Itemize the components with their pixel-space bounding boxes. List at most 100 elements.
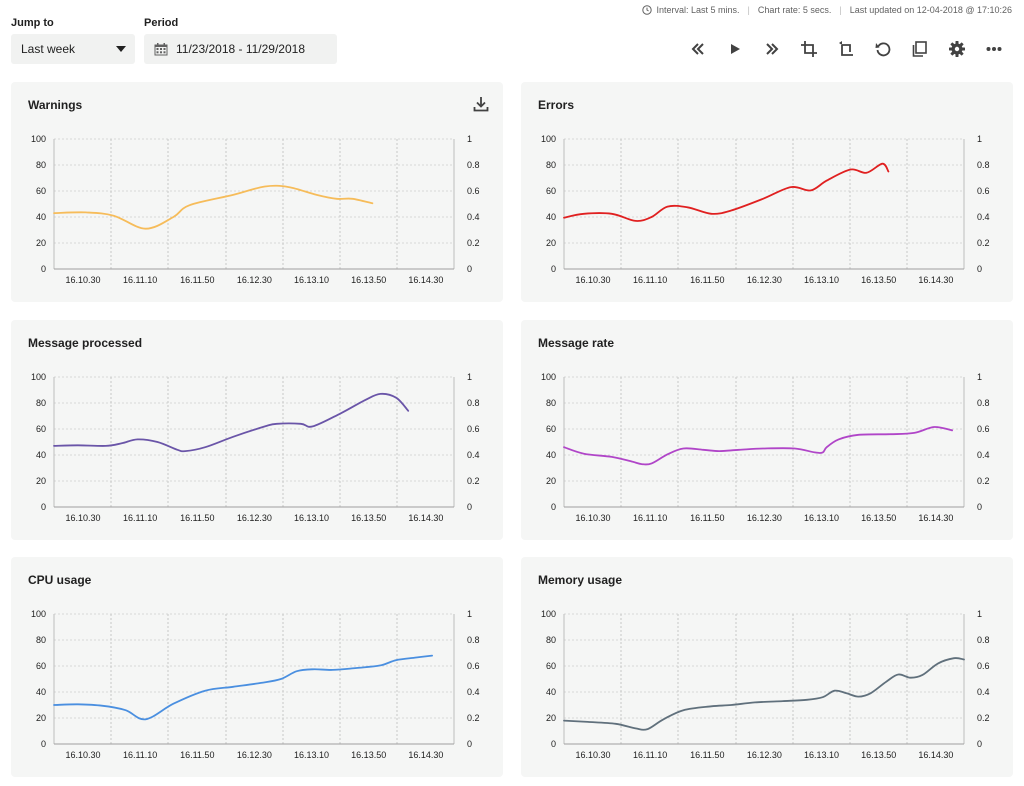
y-tick-label-right: 0.8 xyxy=(467,635,480,645)
caret-down-icon xyxy=(116,46,126,52)
x-tick-label: 16.14.30 xyxy=(918,513,953,523)
y-tick-label-left: 100 xyxy=(31,372,46,382)
y-tick-label-left: 0 xyxy=(41,739,46,749)
x-tick-label: 16.13.10 xyxy=(294,750,329,760)
x-tick-label: 16.11.10 xyxy=(633,513,667,523)
y-tick-label-right: 0.4 xyxy=(467,450,480,460)
x-tick-label: 16.11.50 xyxy=(180,513,214,523)
y-tick-label-left: 0 xyxy=(41,502,46,512)
gear-icon xyxy=(948,41,965,57)
message-rate-chart: 100 1 80 0.8 60 0.6 40 0.4 20 0.2 0 0 16.10.30 16.11.… xyxy=(541,372,990,523)
x-tick-label: 16.14.30 xyxy=(918,275,953,285)
y-tick-label-right: 1 xyxy=(977,134,982,144)
y-tick-label-left: 80 xyxy=(546,635,556,645)
y-tick-label-right: 0.6 xyxy=(977,661,990,671)
y-tick-label-left: 40 xyxy=(36,450,46,460)
rewind-button[interactable] xyxy=(679,38,716,60)
more-button[interactable] xyxy=(975,38,1012,60)
period-value: 11/23/2018 - 11/29/2018 xyxy=(176,42,305,56)
y-tick-label-left: 100 xyxy=(541,609,556,619)
panel-title: Message processed xyxy=(28,336,143,350)
y-tick-label-right: 0.2 xyxy=(977,713,990,723)
x-tick-label: 16.13.10 xyxy=(804,513,839,523)
copy-icon xyxy=(912,41,927,57)
y-tick-label-right: 0.6 xyxy=(977,186,990,196)
y-tick-label-left: 40 xyxy=(546,212,556,222)
series-line xyxy=(53,392,410,453)
x-tick-label: 16.11.50 xyxy=(690,513,724,523)
play-button[interactable] xyxy=(716,38,753,60)
panel-memory-usage: Memory usage 100 1 80 0.8 60 0.6 40 0.4 20 0.2 0 0 1… xyxy=(521,557,1013,777)
y-tick-label-left: 20 xyxy=(36,238,46,248)
y-tick-label-right: 0.2 xyxy=(467,238,480,248)
x-tick-label: 16.11.50 xyxy=(180,750,214,760)
y-tick-label-left: 80 xyxy=(546,398,556,408)
y-tick-label-left: 60 xyxy=(36,186,46,196)
y-tick-label-left: 40 xyxy=(36,687,46,697)
x-tick-label: 16.14.30 xyxy=(408,513,443,523)
x-tick-label: 16.10.30 xyxy=(575,513,610,523)
y-tick-label-left: 40 xyxy=(546,687,556,697)
x-tick-label: 16.11.10 xyxy=(123,750,157,760)
jump-to-select[interactable]: Last week xyxy=(11,34,135,64)
fast-forward-button[interactable] xyxy=(753,38,790,60)
refresh-button[interactable] xyxy=(864,38,901,60)
crop-rotate-icon xyxy=(838,41,853,56)
x-tick-label: 16.11.50 xyxy=(180,275,214,285)
separator: | xyxy=(747,5,750,15)
toolbar xyxy=(679,38,1012,60)
x-tick-label: 16.13.10 xyxy=(804,275,839,285)
period-picker[interactable]: 11/23/2018 - 11/29/2018 xyxy=(144,34,337,64)
download-icon xyxy=(473,97,489,112)
memory-usage-chart: 100 1 80 0.8 60 0.6 40 0.4 20 0.2 0 0 16.10.30 16.11.… xyxy=(541,609,990,760)
clock-icon xyxy=(642,5,653,15)
x-tick-label: 16.14.30 xyxy=(408,275,443,285)
settings-button[interactable] xyxy=(938,38,975,60)
y-tick-label-right: 0.8 xyxy=(977,398,990,408)
y-tick-label-right: 0.6 xyxy=(467,186,480,196)
y-tick-label-right: 0 xyxy=(467,264,472,274)
period-label: Period xyxy=(144,17,179,29)
y-tick-label-left: 80 xyxy=(36,398,46,408)
x-tick-label: 16.10.30 xyxy=(65,750,100,760)
panel-title: Warnings xyxy=(28,98,83,112)
crop-rotate-button[interactable] xyxy=(827,38,864,60)
crop-button[interactable] xyxy=(790,38,827,60)
x-tick-label: 16.14.30 xyxy=(408,750,443,760)
x-tick-label: 16.12.30 xyxy=(237,750,272,760)
copy-button[interactable] xyxy=(901,38,938,60)
panel-title: Message rate xyxy=(538,336,615,350)
y-tick-label-right: 1 xyxy=(977,609,982,619)
y-tick-label-left: 20 xyxy=(546,476,556,486)
calendar-icon xyxy=(154,42,168,55)
x-tick-label: 16.12.30 xyxy=(747,275,782,285)
message-processed-chart: 100 1 80 0.8 60 0.6 40 0.4 20 0.2 0 0 16.10.30 16.11.… xyxy=(31,372,480,523)
refresh-icon xyxy=(875,42,890,57)
x-tick-label: 16.11.50 xyxy=(690,750,724,760)
y-tick-label-left: 20 xyxy=(36,476,46,486)
y-tick-label-left: 40 xyxy=(36,212,46,222)
interval-text: Interval: Last 5 mins. xyxy=(656,5,740,15)
y-tick-label-left: 100 xyxy=(541,372,556,382)
fast-forward-icon xyxy=(765,43,778,55)
panel-cpu-usage: CPU usage 100 1 80 0.8 60 0.6 40 0.4 20 0.2 0 0 16.1… xyxy=(11,557,503,777)
panel-title: Errors xyxy=(538,98,575,112)
panel-errors: Errors 100 1 80 0.8 60 0.6 40 0.4 20 0.2 0 0 16.10.3… xyxy=(521,82,1013,302)
y-tick-label-right: 0 xyxy=(977,739,982,749)
y-tick-label-left: 0 xyxy=(551,264,556,274)
panel-message-rate: Message rate 100 1 80 0.8 60 0.6 40 0.4 20 0.2 0 0 1… xyxy=(521,320,1013,540)
y-tick-label-left: 60 xyxy=(546,186,556,196)
download-button[interactable] xyxy=(473,96,489,117)
y-tick-label-left: 60 xyxy=(546,661,556,671)
x-tick-label: 16.12.30 xyxy=(237,513,272,523)
y-tick-label-right: 0 xyxy=(977,264,982,274)
y-tick-label-right: 0.4 xyxy=(467,212,480,222)
rewind-icon xyxy=(691,43,704,55)
crop-icon xyxy=(800,41,817,57)
more-icon xyxy=(986,47,1001,51)
last-updated-text: Last updated on 12-04-2018 @ 17:10:26 xyxy=(849,5,1012,15)
x-tick-label: 16.12.30 xyxy=(747,750,782,760)
series-line xyxy=(563,657,965,731)
y-tick-label-right: 0.8 xyxy=(977,635,990,645)
x-tick-label: 16.11.50 xyxy=(690,275,724,285)
